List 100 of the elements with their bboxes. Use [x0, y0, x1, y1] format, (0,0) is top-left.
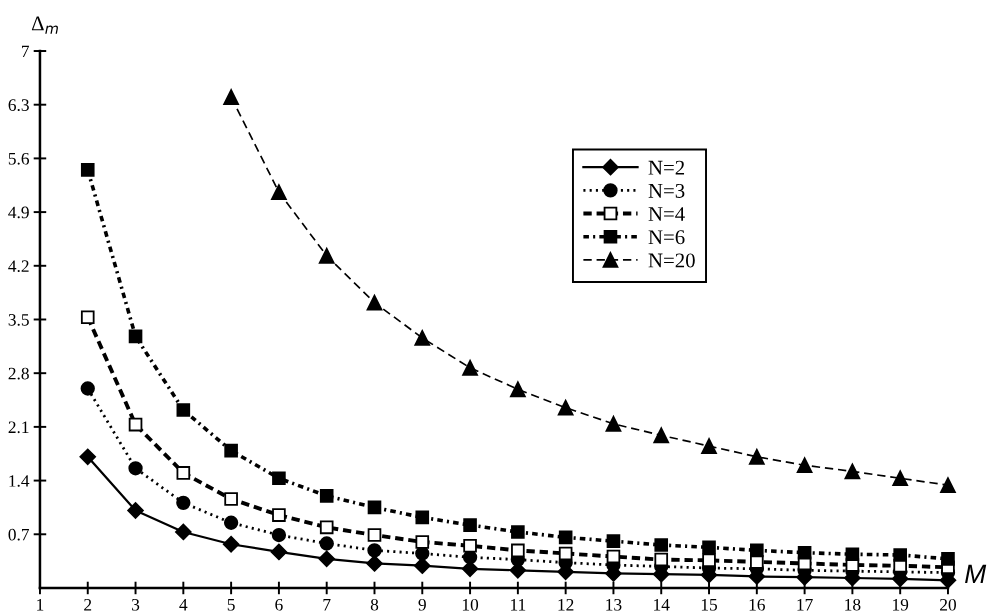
y-tick-label: 4.2 — [8, 260, 29, 273]
y-tick-label: 2.8 — [8, 367, 29, 380]
point — [176, 466, 191, 480]
point — [319, 536, 334, 551]
point — [654, 552, 669, 567]
y-tick-label: 1.4 — [9, 475, 30, 487]
y-tick-label: 0.7 — [8, 528, 30, 541]
x-tick-label: 2 — [84, 598, 92, 611]
y-axis-title: Δ$_{m}$ — [31, 16, 58, 34]
point — [128, 329, 143, 344]
point — [367, 528, 382, 542]
x-axis-title: M — [965, 564, 987, 583]
x-tick-label: 17 — [797, 598, 813, 611]
x-tick-label: 16 — [749, 598, 765, 611]
point — [653, 427, 670, 444]
point — [748, 448, 765, 465]
point — [414, 330, 431, 346]
x-tick-label: 5 — [227, 599, 235, 611]
point — [558, 530, 573, 545]
point — [797, 545, 812, 560]
point — [224, 443, 238, 458]
point — [511, 543, 525, 558]
legend-label: N=6 — [648, 230, 685, 245]
point — [80, 163, 95, 177]
point — [941, 552, 955, 566]
y-tick-label: 2.1 — [8, 421, 29, 434]
point — [222, 535, 240, 553]
x-tick-label: 18 — [845, 598, 861, 611]
point — [366, 555, 383, 572]
y-tick-label: 4.9 — [8, 206, 29, 219]
x-tick-label: 10 — [462, 598, 479, 611]
point — [127, 502, 144, 519]
point — [319, 520, 334, 535]
point — [415, 510, 430, 525]
x-tick-label: 3 — [132, 598, 140, 611]
point — [175, 523, 192, 541]
point — [224, 492, 238, 506]
point — [367, 500, 382, 515]
point — [892, 470, 909, 487]
point — [511, 525, 525, 539]
y-tick-label: 5.6 — [8, 152, 30, 165]
point — [845, 547, 860, 562]
x-tick-label: 15 — [701, 598, 718, 611]
x-tick-label: 12 — [558, 598, 574, 611]
point — [463, 538, 477, 553]
point — [272, 471, 286, 486]
point — [893, 548, 907, 562]
x-tick-label: 20 — [940, 598, 956, 611]
point — [271, 527, 287, 543]
point — [318, 550, 335, 568]
point — [844, 463, 861, 480]
point — [367, 543, 382, 558]
y-tick-label: 7 — [22, 45, 30, 58]
x-tick-label: 4 — [179, 599, 188, 611]
point — [510, 381, 526, 398]
point — [796, 457, 813, 474]
point — [80, 381, 95, 396]
point — [701, 438, 717, 454]
point — [80, 310, 95, 324]
point — [940, 477, 956, 494]
legend-label: N=20 — [648, 253, 695, 268]
point — [606, 549, 621, 564]
point — [558, 546, 573, 561]
point — [605, 415, 622, 432]
x-tick-label: 9 — [418, 598, 426, 611]
legend-label: N=2 — [648, 160, 685, 175]
y-tick-label: 6.3 — [8, 99, 29, 111]
point — [128, 461, 143, 476]
point — [271, 184, 287, 200]
point — [176, 403, 191, 417]
point — [79, 448, 97, 466]
x-tick-label: 6 — [275, 598, 283, 611]
point — [318, 247, 335, 264]
x-tick-label: 11 — [511, 598, 526, 611]
x-tick-label: 8 — [370, 598, 379, 611]
point — [270, 543, 288, 561]
point — [223, 515, 239, 530]
point — [557, 399, 574, 416]
point — [702, 553, 716, 568]
x-tick-label: 14 — [654, 598, 670, 611]
legend-label: N=3 — [648, 183, 685, 198]
point — [462, 359, 478, 376]
point — [223, 89, 239, 105]
x-tick-label: 19 — [893, 598, 909, 611]
x-tick-label: 13 — [606, 598, 622, 611]
point — [176, 495, 191, 510]
point — [272, 508, 286, 522]
x-tick-label: 7 — [323, 599, 331, 611]
point — [128, 417, 143, 432]
point — [463, 518, 477, 532]
point — [750, 555, 764, 569]
point — [750, 543, 764, 558]
point — [606, 534, 621, 548]
point — [319, 489, 334, 503]
point — [415, 535, 430, 549]
y-tick-label: 3.5 — [8, 314, 29, 326]
point — [654, 538, 669, 552]
point — [702, 540, 716, 555]
point — [366, 294, 383, 311]
legend-label: N=4 — [648, 207, 685, 221]
